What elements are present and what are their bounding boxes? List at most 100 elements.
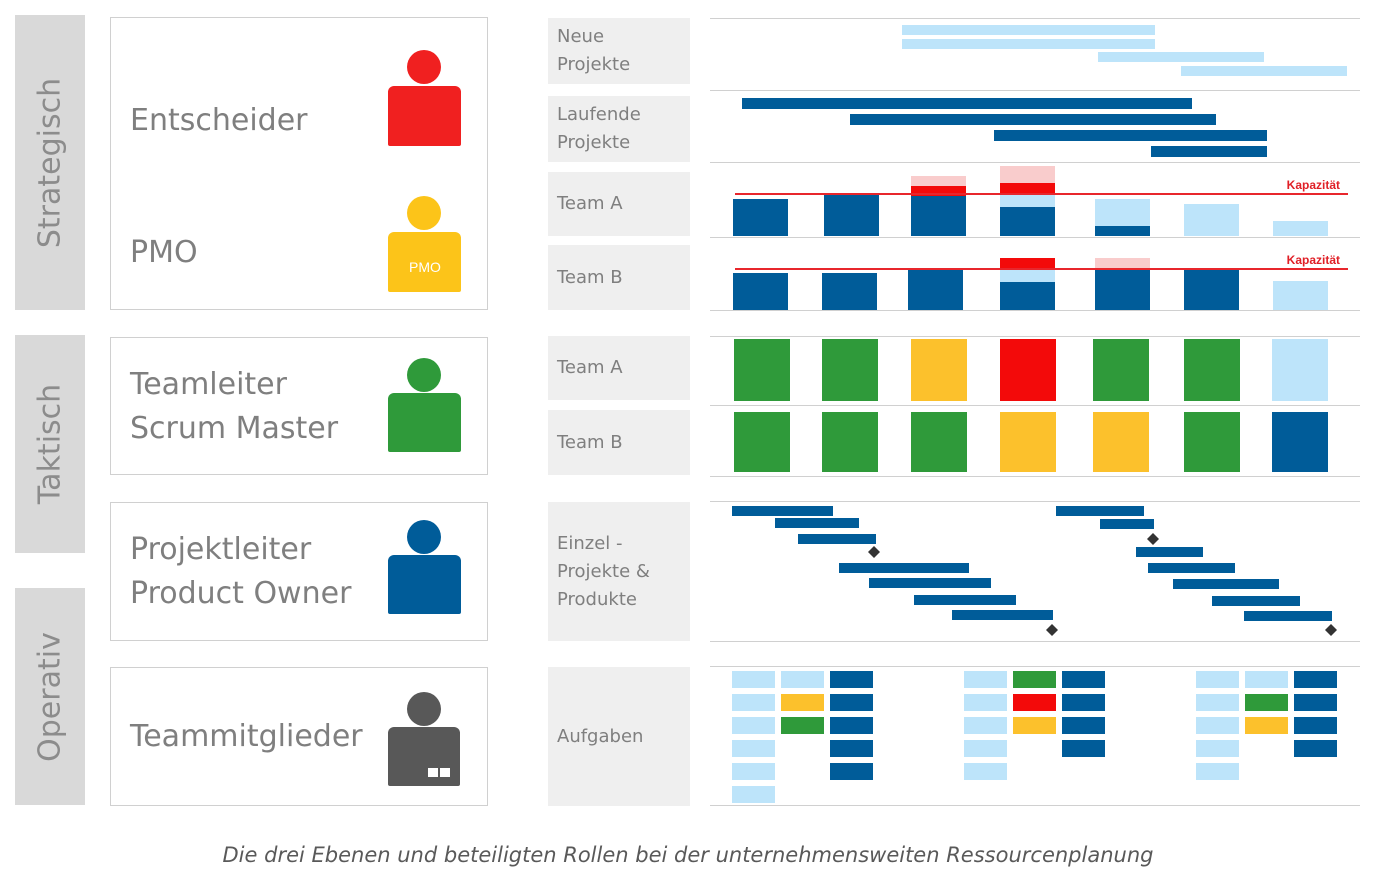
row-label-neue-projekte: Neue Projekte [548, 18, 690, 84]
single-project-bar [732, 506, 833, 516]
single-project-bar [914, 595, 1016, 605]
person-icon [388, 358, 461, 452]
task-tile [732, 740, 775, 757]
team-a-capacity-bar [911, 196, 966, 236]
team-a-capacity-bar [1095, 199, 1150, 226]
capacity-line-team-b [735, 268, 1348, 270]
person-icon [388, 520, 461, 614]
running-project-bar [742, 98, 1192, 109]
milestone-diamond [1325, 624, 1337, 636]
task-tile [964, 671, 1007, 688]
team-a-capacity-bar [1095, 226, 1150, 236]
task-tile [781, 694, 824, 711]
team-a-status-square [1000, 339, 1056, 401]
separator [710, 18, 1360, 19]
team-b-capacity-bar [1273, 281, 1328, 310]
running-project-bar [850, 114, 1216, 125]
team-a-capacity-bar [824, 195, 879, 236]
task-tile [732, 694, 775, 711]
task-tile [1062, 717, 1105, 734]
team-a-capacity-bar [1184, 204, 1239, 236]
team-a-capacity-bar [1273, 221, 1328, 236]
person-icon [388, 50, 461, 146]
role-name-entscheider: Entscheider [130, 103, 308, 138]
running-project-bar [1151, 146, 1267, 157]
task-tile [781, 671, 824, 688]
team-b-capacity-bar [1000, 270, 1055, 282]
team-b-capacity-bar [1000, 258, 1055, 270]
team-b-status-square [1093, 412, 1149, 472]
task-tile [1196, 717, 1239, 734]
team-b-capacity-bar [908, 268, 963, 310]
task-tile [1245, 671, 1288, 688]
task-tile [1196, 671, 1239, 688]
team-a-capacity-bar [911, 186, 966, 196]
milestone-diamond [1046, 624, 1058, 636]
team-b-status-square [734, 412, 790, 472]
task-tile [830, 763, 873, 780]
team-b-capacity-bar [822, 273, 877, 310]
task-tile [732, 717, 775, 734]
single-project-bar [1148, 563, 1235, 573]
team-a-capacity-bar [1000, 207, 1055, 236]
single-project-bar [798, 534, 876, 544]
task-tile [1294, 740, 1337, 757]
single-project-bar [1136, 547, 1203, 557]
task-tile [964, 694, 1007, 711]
single-project-bar [1212, 596, 1300, 606]
task-tile [1013, 694, 1056, 711]
row-label-laufende-projekte: Laufende Projekte [548, 96, 690, 162]
task-tile [1196, 740, 1239, 757]
task-tile [964, 740, 1007, 757]
team-a-capacity-bar [1000, 166, 1055, 183]
task-tile [781, 717, 824, 734]
level-taktisch: Taktisch [15, 335, 85, 553]
single-project-bar [775, 518, 859, 528]
row-label-aufgaben: Aufgaben [548, 667, 690, 806]
team-b-capacity-bar [1095, 268, 1150, 310]
team-b-capacity-bar [1184, 268, 1239, 310]
row-label-team-b-status: Team B [548, 410, 690, 475]
separator [710, 162, 1360, 163]
task-tile [830, 740, 873, 757]
team-a-capacity-bar [911, 176, 966, 186]
separator [710, 476, 1360, 477]
task-tile [1062, 671, 1105, 688]
running-project-bar [994, 130, 1267, 141]
team-a-status-square [1184, 339, 1240, 401]
task-tile [830, 671, 873, 688]
task-tile [830, 717, 873, 734]
single-project-bar [1244, 611, 1332, 621]
team-b-status-square [822, 412, 878, 472]
capacity-label-team-b: Kapazität [1286, 253, 1340, 267]
milestone-diamond [1147, 533, 1159, 545]
team-a-capacity-bar [733, 199, 788, 236]
task-tile [1294, 671, 1337, 688]
task-tile [1062, 740, 1105, 757]
separator [710, 310, 1360, 311]
team-a-status-square [911, 339, 967, 401]
task-tile [732, 763, 775, 780]
row-label-team-a-status: Team A [548, 336, 690, 400]
team-b-status-square [911, 412, 967, 472]
task-tile [732, 786, 775, 803]
role-name-teammitglieder: Teammitglieder [130, 719, 363, 754]
capacity-label-team-a: Kapazität [1286, 178, 1340, 192]
separator [710, 641, 1360, 642]
pmo-badge: PMO [409, 259, 441, 275]
separator [710, 805, 1360, 806]
single-project-bar [952, 610, 1053, 620]
team-a-capacity-bar [1000, 183, 1055, 195]
single-project-bar [869, 578, 991, 588]
team-a-capacity-bar [1000, 195, 1055, 207]
separator [710, 501, 1360, 502]
level-strategisch: Strategisch [15, 15, 85, 310]
task-tile [1062, 694, 1105, 711]
team-a-status-square [1272, 339, 1328, 401]
single-project-bar [1056, 506, 1144, 516]
task-tile [1196, 694, 1239, 711]
separator [710, 666, 1360, 667]
new-project-bar [1181, 66, 1347, 76]
role-name-pmo: PMO [130, 235, 198, 270]
